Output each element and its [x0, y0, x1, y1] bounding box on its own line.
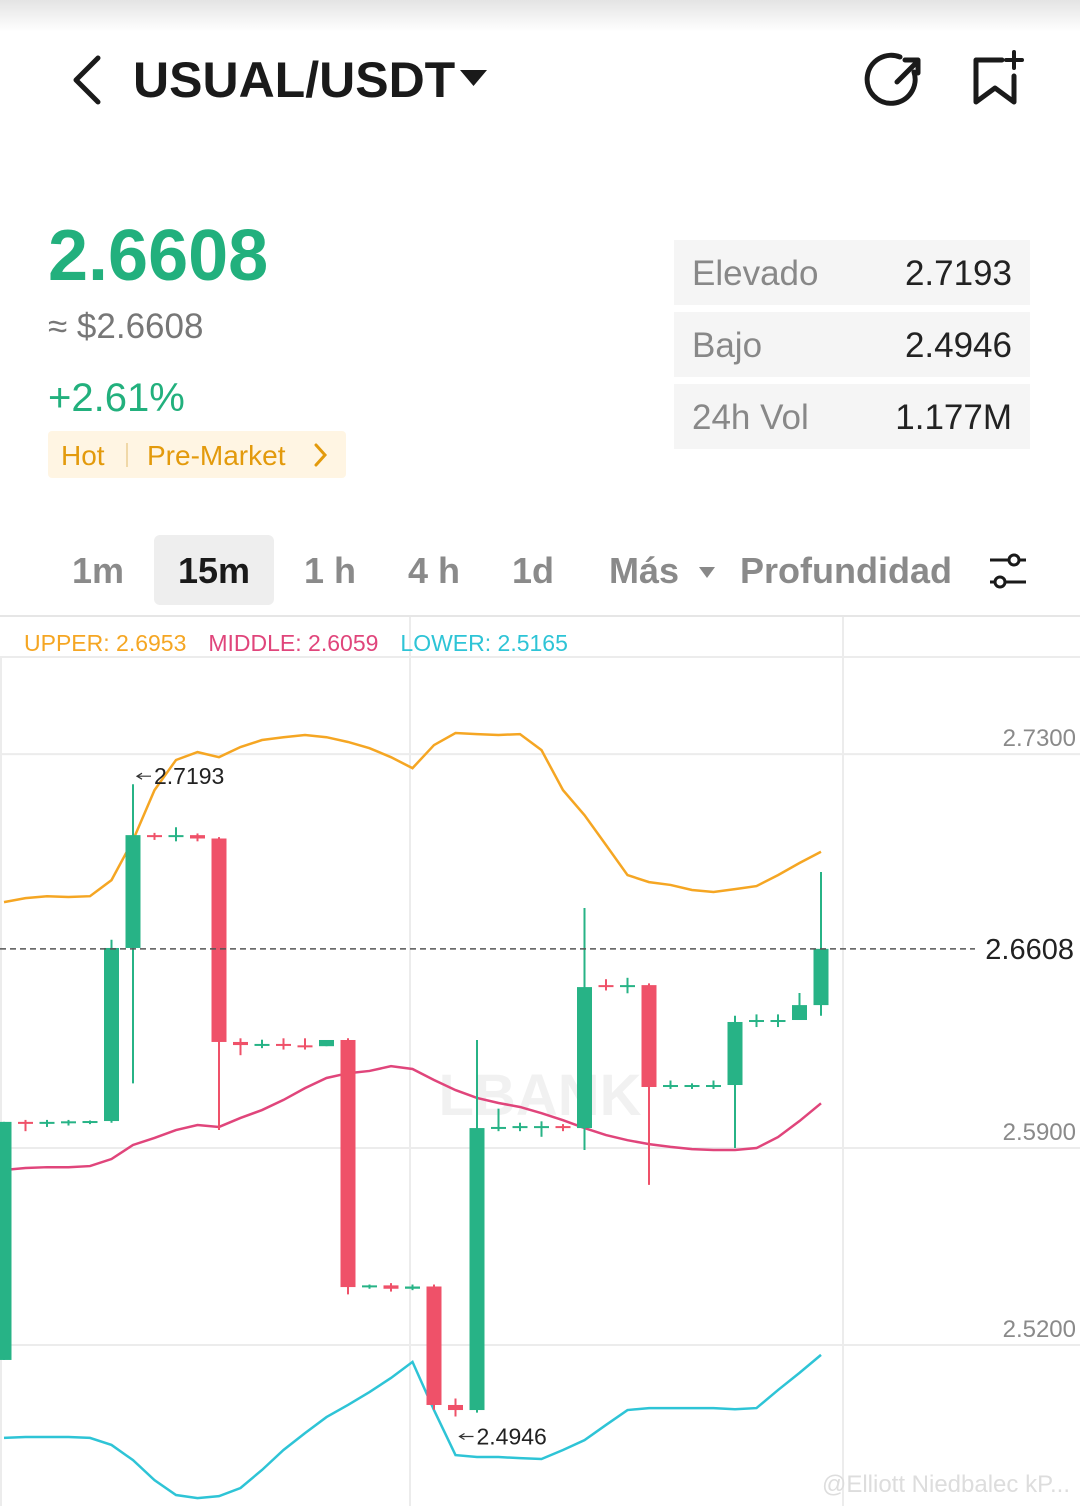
candle-body — [555, 1126, 571, 1129]
interval-tab[interactable]: 4 h — [408, 550, 460, 591]
candle-body — [340, 1039, 356, 1288]
interval-tab[interactable]: 1d — [512, 550, 554, 591]
stats-panel: Elevado 2.7193 Bajo 2.4946 24h Vol 1.177M — [674, 240, 1030, 449]
status-bar — [0, 0, 1080, 32]
candle-body — [211, 838, 227, 1042]
active-tab-bg — [154, 535, 274, 605]
candle-body — [61, 1121, 76, 1124]
candle-body — [297, 1045, 313, 1048]
last-price-box — [975, 928, 1080, 969]
y-tick-label: 2.7300 — [1003, 725, 1076, 752]
stat-label: 24h Vol — [692, 398, 809, 437]
interval-tab[interactable]: 1m — [72, 550, 124, 591]
candlestick-chart: 2.7300 2.5900 2.5200 UPPER: 2.6953 MIDDLE: 2… — [0, 630, 1080, 1500]
settings-icon[interactable] — [990, 553, 1026, 589]
back-button[interactable] — [73, 55, 101, 105]
tag-box[interactable] — [48, 431, 346, 478]
candle-body — [620, 985, 635, 988]
candle-body — [39, 1121, 55, 1124]
candle-body — [469, 1128, 485, 1411]
candle-body — [0, 1121, 12, 1360]
candle-body — [770, 1020, 786, 1023]
candle-body — [448, 1404, 463, 1411]
candle-body — [577, 987, 592, 1129]
candle-body — [233, 1041, 248, 1046]
watermark: @Elliott Niedbalec kP... — [822, 1471, 1070, 1498]
candle-body — [254, 1043, 270, 1046]
candle-body — [319, 1039, 334, 1047]
stat-row — [674, 384, 1030, 449]
band-line — [3, 1353, 822, 1500]
candle-body — [684, 1085, 700, 1088]
more-dropdown[interactable] — [699, 567, 715, 578]
fiat-price: ≈ $2.6608 — [48, 307, 203, 346]
stat-value: 1.177M — [895, 398, 1012, 437]
extreme-label: 2.7193 — [154, 763, 224, 789]
candle-body — [362, 1285, 377, 1288]
extreme-arrow — [135, 772, 151, 780]
candle-body — [168, 835, 184, 838]
price-change: +2.61% — [48, 376, 185, 420]
candle-body — [18, 1121, 33, 1124]
candle-body — [512, 1126, 528, 1129]
tag: Pre-Market — [147, 440, 286, 471]
candle-body — [426, 1286, 442, 1405]
candle-body — [82, 1121, 98, 1124]
candle-body — [491, 1126, 506, 1129]
legend-entry: UPPER: 2.6953 — [24, 630, 186, 656]
stat-value: 2.4946 — [905, 326, 1012, 365]
candle-body — [104, 947, 119, 1122]
pair-dropdown[interactable] — [460, 70, 487, 86]
candle-body — [792, 1005, 807, 1021]
share-icon[interactable] — [864, 52, 921, 106]
extreme-arrow — [458, 1432, 474, 1441]
stat-value: 2.7193 — [905, 254, 1012, 293]
candle-body — [663, 1085, 678, 1088]
stat-label: Elevado — [692, 254, 818, 293]
stat-row — [674, 312, 1030, 377]
y-tick-label: 2.5900 — [1003, 1119, 1076, 1146]
interval-tab[interactable]: Profundidad — [740, 550, 952, 591]
candle-body — [405, 1286, 420, 1289]
tag: Hot — [61, 440, 105, 471]
last-price-label: 2.6608 — [985, 934, 1074, 966]
extreme-label: 2.4946 — [477, 1424, 547, 1450]
candle-body — [276, 1043, 291, 1046]
interval-tab[interactable]: 1 h — [304, 550, 356, 591]
candle-body — [641, 985, 657, 1087]
interval-tab[interactable]: 15m — [178, 550, 250, 591]
legend-entry: LOWER: 2.5165 — [400, 630, 567, 656]
band-line — [3, 1064, 822, 1172]
candle-body — [147, 835, 162, 838]
candle-body — [813, 948, 829, 1006]
candle-body — [190, 835, 205, 839]
tag-chevron — [314, 443, 328, 467]
candle-body — [749, 1020, 764, 1023]
y-tick-label: 2.5200 — [1003, 1316, 1076, 1343]
interval-tab[interactable]: Más — [609, 550, 679, 591]
candle-body — [598, 985, 614, 988]
pair-title[interactable]: USUAL/USDT — [133, 52, 455, 108]
favorite-icon[interactable] — [973, 50, 1024, 105]
legend-entry: MIDDLE: 2.6059 — [208, 630, 378, 656]
candle-body — [125, 835, 141, 948]
candle-body — [727, 1021, 743, 1086]
last-price: 2.6608 — [48, 216, 268, 296]
stat-label: Bajo — [692, 326, 762, 365]
interval-tabs: 1m 15m 1 h 4 h 1d Más Profundidad — [72, 550, 952, 591]
band-line — [3, 731, 822, 904]
stat-row — [674, 240, 1030, 305]
candle-body — [706, 1085, 721, 1088]
candle-body — [534, 1126, 549, 1129]
candle-body — [383, 1285, 399, 1289]
